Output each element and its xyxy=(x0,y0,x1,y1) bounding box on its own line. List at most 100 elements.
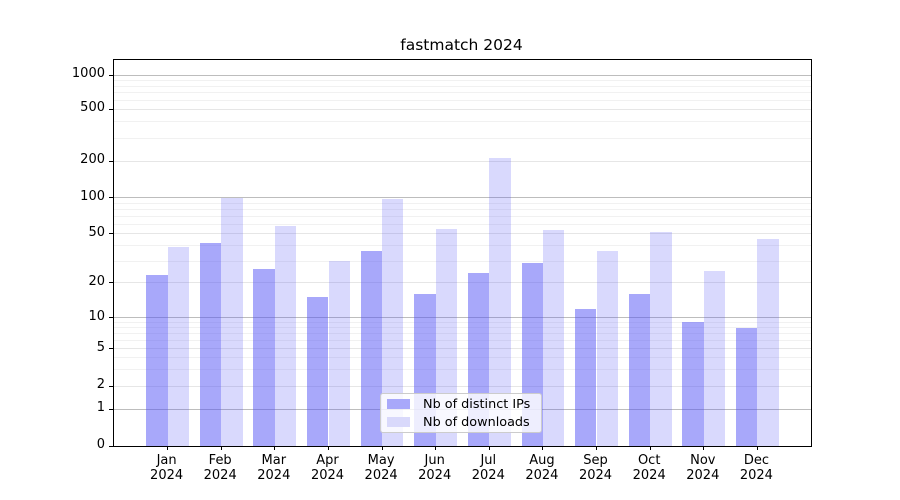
y-tick-label-5: 5 xyxy=(96,339,105,355)
gridline-y-100 xyxy=(114,197,811,199)
bar-nb-of-distinct-ips-jan-2024 xyxy=(146,275,168,446)
y-tick-label-100: 100 xyxy=(80,188,105,204)
x-tick-label-dec-2024: Dec 2024 xyxy=(739,453,773,483)
gridline-y-8 xyxy=(114,327,811,329)
y-tick-label-10: 10 xyxy=(88,308,105,324)
gridline-y-800 xyxy=(114,85,811,87)
y-tick-label-0: 0 xyxy=(96,437,105,452)
bar-nb-of-downloads-jan-2024 xyxy=(167,247,189,446)
bar-nb-of-downloads-jul-2024 xyxy=(489,158,511,446)
x-tick-label-jul-2024: Jul 2024 xyxy=(471,453,505,483)
x-tick-mark-jul-2024 xyxy=(488,446,490,450)
legend-item-downloads: Nb of downloads xyxy=(387,415,535,430)
bar-nb-of-distinct-ips-feb-2024 xyxy=(199,243,222,446)
legend-swatch-distinct-ips xyxy=(387,399,410,409)
y-tick-label-1: 1 xyxy=(96,400,105,416)
x-tick-label-jun-2024: Jun 2024 xyxy=(418,453,452,483)
gridline-y-900 xyxy=(114,79,811,81)
y-tick-label-50: 50 xyxy=(88,224,105,240)
y-tick-label-500: 500 xyxy=(80,100,105,116)
bar-nb-of-downloads-jun-2024 xyxy=(435,228,458,446)
y-tick-label-20: 20 xyxy=(88,273,105,289)
gridline-y-30 xyxy=(114,260,811,262)
x-tick-mark-nov-2024 xyxy=(703,446,705,450)
bar-nb-of-distinct-ips-may-2024 xyxy=(360,251,382,446)
gridline-y-80 xyxy=(114,208,811,210)
gridline-y-6 xyxy=(114,340,811,341)
y-tick-label-2: 2 xyxy=(96,377,105,392)
bar-nb-of-downloads-mar-2024 xyxy=(274,226,297,446)
x-tick-mark-oct-2024 xyxy=(649,446,651,450)
gridline-y-400 xyxy=(114,121,811,123)
x-tick-label-nov-2024: Nov 2024 xyxy=(686,453,720,483)
x-tick-label-feb-2024: Feb 2024 xyxy=(203,453,237,483)
y-tick-label-200: 200 xyxy=(80,152,105,167)
y-tick-mark-1 xyxy=(109,408,113,410)
x-tick-mark-feb-2024 xyxy=(220,446,222,450)
x-tick-mark-sep-2024 xyxy=(596,446,597,450)
gridline-y-3 xyxy=(114,369,811,370)
gridline-y-70 xyxy=(114,215,811,217)
legend: Nb of distinct IPs Nb of downloads xyxy=(380,393,542,433)
y-tick-mark-5 xyxy=(109,348,113,350)
legend-label-downloads: Nb of downloads xyxy=(423,414,530,430)
bar-nb-of-downloads-feb-2024 xyxy=(221,197,243,446)
y-tick-mark-0 xyxy=(109,445,113,447)
bar-nb-of-downloads-sep-2024 xyxy=(596,251,618,446)
gridline-y-700 xyxy=(114,92,811,94)
x-tick-label-jan-2024: Jan 2024 xyxy=(150,453,184,483)
x-tick-mark-mar-2024 xyxy=(274,446,276,450)
gridline-y-40 xyxy=(114,245,811,247)
legend-swatch-downloads xyxy=(387,417,410,427)
y-tick-mark-500 xyxy=(109,108,113,110)
gridline-y-50 xyxy=(114,233,811,235)
x-tick-label-may-2024: May 2024 xyxy=(364,453,398,483)
x-tick-mark-jan-2024 xyxy=(167,446,169,450)
gridline-y-7 xyxy=(114,333,811,335)
y-tick-mark-100 xyxy=(109,197,113,199)
gridline-y-20 xyxy=(114,282,811,284)
plot-area xyxy=(109,59,812,450)
chart-title: fastmatch 2024 xyxy=(400,36,523,54)
gridline-y-300 xyxy=(114,137,811,139)
gridline-y-4 xyxy=(114,357,811,359)
x-tick-mark-aug-2024 xyxy=(542,446,544,450)
bar-nb-of-downloads-dec-2024 xyxy=(757,239,779,446)
gridline-y-5 xyxy=(114,348,811,350)
bar-nb-of-distinct-ips-nov-2024 xyxy=(682,322,704,446)
x-tick-mark-dec-2024 xyxy=(756,446,758,450)
gridline-y-10 xyxy=(114,317,811,319)
y-tick-mark-50 xyxy=(109,233,113,235)
x-tick-label-mar-2024: Mar 2024 xyxy=(257,453,291,483)
y-tick-mark-10 xyxy=(109,317,113,319)
y-tick-mark-2 xyxy=(109,385,113,387)
bar-nb-of-distinct-ips-dec-2024 xyxy=(735,327,758,446)
gridline-y-500 xyxy=(114,108,811,110)
gridline-y-1000 xyxy=(114,74,811,76)
x-tick-label-apr-2024: Apr 2024 xyxy=(310,453,345,483)
x-tick-label-sep-2024: Sep 2024 xyxy=(578,453,613,483)
gridline-y-9 xyxy=(114,321,811,323)
x-tick-mark-jun-2024 xyxy=(435,446,437,450)
x-tick-label-oct-2024: Oct 2024 xyxy=(632,453,666,483)
legend-item-distinct-ips: Nb of distinct IPs xyxy=(387,397,535,412)
y-tick-mark-20 xyxy=(109,282,113,284)
x-tick-mark-apr-2024 xyxy=(328,446,329,450)
gridline-y-90 xyxy=(114,202,811,204)
bar-nb-of-distinct-ips-sep-2024 xyxy=(575,308,597,446)
y-tick-label-1000: 1000 xyxy=(71,66,105,81)
gridline-y-200 xyxy=(114,160,811,162)
x-tick-label-aug-2024: Aug 2024 xyxy=(525,453,559,483)
bar-nb-of-downloads-nov-2024 xyxy=(703,270,726,446)
bar-nb-of-downloads-oct-2024 xyxy=(650,231,672,446)
legend-label-distinct-ips: Nb of distinct IPs xyxy=(423,396,531,412)
gridline-y-2 xyxy=(114,385,811,387)
bar-nb-of-distinct-ips-oct-2024 xyxy=(628,294,651,446)
bar-nb-of-downloads-may-2024 xyxy=(382,199,404,446)
bar-nb-of-downloads-aug-2024 xyxy=(542,229,565,446)
bar-nb-of-distinct-ips-apr-2024 xyxy=(307,297,329,446)
gridline-y-600 xyxy=(114,99,811,101)
x-tick-mark-may-2024 xyxy=(381,446,383,450)
y-tick-mark-200 xyxy=(109,160,113,162)
